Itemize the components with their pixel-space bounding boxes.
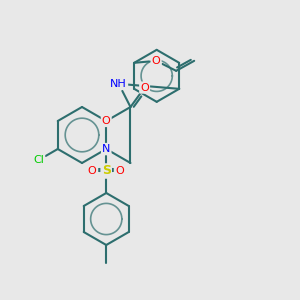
Text: O: O [116,166,124,176]
Text: O: O [88,166,97,176]
Text: O: O [140,82,149,93]
Text: Cl: Cl [33,155,44,165]
Text: N: N [102,144,110,154]
Text: S: S [102,164,111,178]
Text: O: O [152,56,161,66]
Text: NH: NH [110,79,127,89]
Text: O: O [102,116,111,126]
